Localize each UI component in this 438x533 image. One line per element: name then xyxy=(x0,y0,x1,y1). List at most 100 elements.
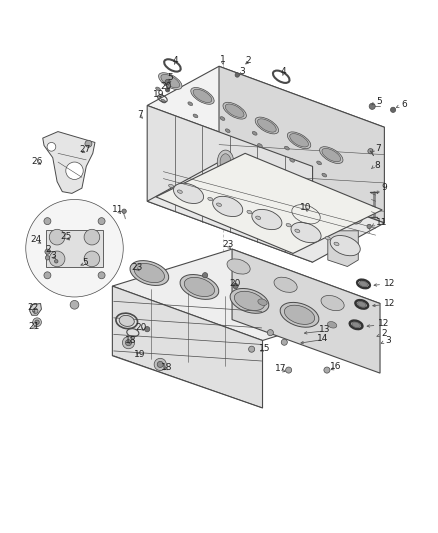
Text: 13: 13 xyxy=(318,325,330,334)
Polygon shape xyxy=(328,231,358,266)
Ellipse shape xyxy=(134,263,165,282)
Ellipse shape xyxy=(119,316,134,326)
Ellipse shape xyxy=(298,184,309,200)
Text: 10: 10 xyxy=(300,203,312,212)
Ellipse shape xyxy=(274,277,297,293)
Polygon shape xyxy=(30,303,42,315)
Circle shape xyxy=(202,272,208,278)
Text: 19: 19 xyxy=(153,90,165,99)
Circle shape xyxy=(98,217,105,224)
Ellipse shape xyxy=(280,302,319,327)
Ellipse shape xyxy=(234,292,265,311)
Ellipse shape xyxy=(223,102,247,119)
Text: 2: 2 xyxy=(381,329,386,338)
Ellipse shape xyxy=(188,102,193,106)
Ellipse shape xyxy=(258,144,262,147)
Polygon shape xyxy=(147,66,385,166)
Text: 3: 3 xyxy=(239,67,245,76)
Text: 17: 17 xyxy=(275,364,286,373)
Circle shape xyxy=(233,284,238,289)
Polygon shape xyxy=(219,66,385,223)
Ellipse shape xyxy=(290,158,294,162)
Ellipse shape xyxy=(328,321,337,328)
Circle shape xyxy=(33,318,42,327)
Text: 22: 22 xyxy=(27,303,39,312)
Ellipse shape xyxy=(161,99,166,103)
Circle shape xyxy=(267,329,273,336)
Ellipse shape xyxy=(284,305,314,325)
Text: 7: 7 xyxy=(375,144,381,154)
Circle shape xyxy=(154,358,166,370)
Ellipse shape xyxy=(225,104,244,117)
Polygon shape xyxy=(156,154,382,254)
Circle shape xyxy=(33,308,38,313)
Ellipse shape xyxy=(246,164,257,180)
Text: 9: 9 xyxy=(381,183,387,192)
Text: 15: 15 xyxy=(259,344,270,353)
Circle shape xyxy=(54,260,58,263)
Ellipse shape xyxy=(287,132,311,149)
Ellipse shape xyxy=(320,147,343,164)
Circle shape xyxy=(66,162,83,180)
Circle shape xyxy=(122,209,126,213)
Circle shape xyxy=(44,217,51,224)
Ellipse shape xyxy=(216,203,222,206)
Text: 14: 14 xyxy=(317,334,328,343)
Ellipse shape xyxy=(169,184,173,188)
Ellipse shape xyxy=(272,174,283,190)
Text: 18: 18 xyxy=(125,336,137,345)
Ellipse shape xyxy=(258,119,276,132)
Circle shape xyxy=(84,251,100,266)
Text: 4: 4 xyxy=(173,56,178,64)
Circle shape xyxy=(368,149,373,154)
Ellipse shape xyxy=(256,216,261,220)
Ellipse shape xyxy=(291,222,321,243)
Ellipse shape xyxy=(258,299,267,305)
Circle shape xyxy=(235,73,240,77)
Circle shape xyxy=(26,199,123,297)
Ellipse shape xyxy=(269,170,286,194)
Text: 5: 5 xyxy=(167,73,173,82)
Text: 1: 1 xyxy=(219,55,226,64)
Ellipse shape xyxy=(296,180,312,204)
Text: 5: 5 xyxy=(377,96,382,106)
Ellipse shape xyxy=(193,89,212,102)
Ellipse shape xyxy=(247,211,252,214)
Ellipse shape xyxy=(325,194,336,211)
Circle shape xyxy=(44,272,51,279)
Ellipse shape xyxy=(286,223,291,227)
Ellipse shape xyxy=(322,173,327,177)
Ellipse shape xyxy=(155,87,160,91)
Text: 25: 25 xyxy=(60,231,71,240)
Text: 19: 19 xyxy=(134,350,145,359)
Circle shape xyxy=(165,79,170,85)
Ellipse shape xyxy=(177,190,182,193)
Circle shape xyxy=(98,272,105,279)
Polygon shape xyxy=(43,132,95,193)
Circle shape xyxy=(286,367,292,373)
Text: 23: 23 xyxy=(131,263,143,272)
Ellipse shape xyxy=(252,132,257,135)
Ellipse shape xyxy=(227,259,250,274)
Ellipse shape xyxy=(359,281,368,287)
Ellipse shape xyxy=(290,134,308,147)
Ellipse shape xyxy=(225,129,230,133)
Circle shape xyxy=(47,142,56,151)
Text: 7: 7 xyxy=(137,110,143,119)
Circle shape xyxy=(367,224,371,229)
Circle shape xyxy=(122,336,134,349)
Text: 11: 11 xyxy=(376,219,387,228)
Ellipse shape xyxy=(173,183,204,204)
Text: 27: 27 xyxy=(79,146,91,155)
Circle shape xyxy=(45,249,50,254)
Ellipse shape xyxy=(321,295,344,311)
Circle shape xyxy=(281,339,287,345)
Ellipse shape xyxy=(352,322,360,328)
Ellipse shape xyxy=(351,204,361,220)
Ellipse shape xyxy=(322,190,338,214)
Circle shape xyxy=(166,87,170,92)
Ellipse shape xyxy=(220,154,231,171)
Text: 8: 8 xyxy=(375,161,381,170)
Ellipse shape xyxy=(244,160,260,184)
Ellipse shape xyxy=(208,197,213,201)
